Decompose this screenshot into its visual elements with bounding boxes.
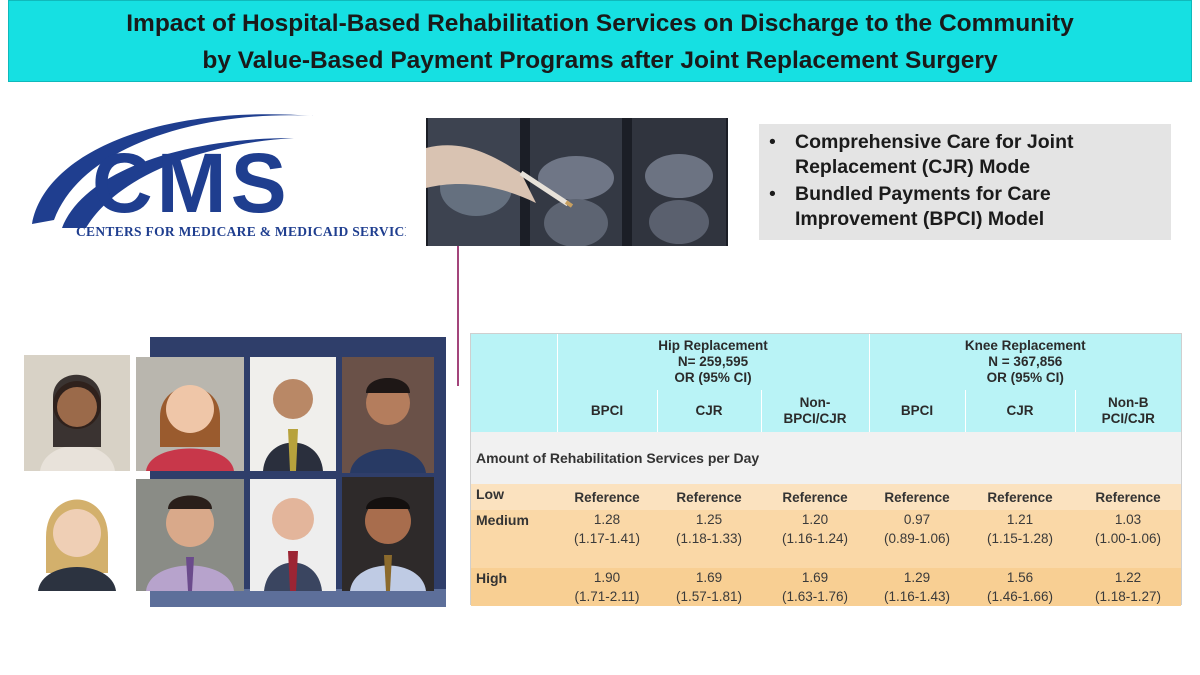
table-cell: 1.03 (1.00-1.06) — [1075, 510, 1181, 568]
confidence-interval: (1.46-1.66) — [986, 589, 1054, 604]
logo-swoosh-outer — [32, 114, 314, 224]
list-item: • Comprehensive Care for Joint Replaceme… — [769, 130, 1161, 180]
odds-ratio: 1.03 — [1114, 512, 1142, 527]
table-cell: 1.21 (1.15-1.28) — [965, 510, 1075, 568]
odds-ratio: 1.25 — [695, 512, 723, 527]
row-label-medium: Medium — [476, 512, 529, 528]
confidence-interval: (1.71-2.11) — [574, 589, 640, 604]
group-n: N = 367,856 — [988, 354, 1063, 369]
table-cell: 1.56 (1.46-1.66) — [965, 568, 1075, 606]
logo-swoosh-inner — [62, 138, 294, 228]
column-header: CJR — [964, 390, 1075, 432]
researcher-photo-3 — [250, 357, 336, 471]
table-cell: 1.90 (1.71-2.11) — [557, 568, 657, 606]
title-line-2: by Value-Based Payment Programs after Jo… — [202, 47, 998, 74]
table-cell: 1.22 (1.18-1.27) — [1075, 568, 1181, 606]
odds-ratio: 1.22 — [1114, 570, 1142, 585]
section-label: Amount of Rehabilitation Services per Da… — [471, 432, 1182, 484]
row-label-high: High — [476, 570, 508, 586]
table-cell: Reference — [987, 489, 1053, 505]
column-header: BPCI — [868, 390, 965, 432]
odds-ratio: 0.97 — [903, 512, 931, 527]
bullet-text-bpci: Bundled Payments for Care Improvement (B… — [795, 183, 1051, 230]
header-corner — [471, 334, 557, 390]
odds-ratio: 1.21 — [1006, 512, 1034, 527]
knee-mri-image — [426, 118, 728, 246]
confidence-interval: (1.17-1.41) — [573, 531, 641, 546]
table-cell: 1.69 (1.63-1.76) — [761, 568, 869, 606]
table-cell: 1.28 (1.17-1.41) — [557, 510, 657, 568]
connector-line — [457, 246, 459, 386]
header-corner — [471, 390, 557, 432]
researcher-photo-7 — [250, 479, 336, 591]
confidence-interval: (0.89-1.06) — [883, 531, 951, 546]
confidence-interval: (1.57-1.81) — [675, 589, 743, 604]
column-header: BPCI — [556, 390, 657, 432]
group-header-hip: Hip Replacement N= 259,595 OR (95% CI) — [556, 334, 869, 390]
cms-logo: CMS CENTERS FOR MEDICARE & MEDICAID SERV… — [32, 114, 406, 239]
researcher-photo-8 — [342, 477, 434, 591]
table-column-header-row: BPCI CJR Non- BPCI/CJR BPCI CJR Non-B PC… — [471, 390, 1182, 432]
confidence-interval: (1.00-1.06) — [1094, 531, 1162, 546]
confidence-interval: (1.16-1.43) — [883, 589, 951, 604]
odds-ratio: 1.90 — [593, 570, 621, 585]
table-cell: Reference — [782, 489, 848, 505]
group-name: Hip Replacement — [658, 338, 768, 353]
confidence-interval: (1.18-1.27) — [1094, 589, 1162, 604]
title-banner: Impact of Hospital-Based Rehabilitation … — [8, 0, 1192, 82]
list-item: • Bundled Payments for Care Improvement … — [769, 182, 1161, 232]
section-row: Amount of Rehabilitation Services per Da… — [471, 432, 1182, 484]
table-cell: 1.69 (1.57-1.81) — [657, 568, 761, 606]
table-cell: Reference — [1095, 489, 1161, 505]
researcher-photo-5 — [24, 479, 130, 591]
table-cell: Reference — [884, 489, 950, 505]
results-table: Hip Replacement N= 259,595 OR (95% CI) K… — [470, 333, 1182, 606]
bullet-icon: • — [769, 131, 776, 153]
column-header: Non- BPCI/CJR — [760, 390, 869, 432]
bullet-icon: • — [769, 183, 776, 205]
group-stat: OR (95% CI) — [986, 370, 1064, 385]
confidence-interval: (1.15-1.28) — [986, 531, 1054, 546]
column-header: Non-B PCI/CJR — [1074, 390, 1182, 432]
group-name: Knee Replacement — [964, 338, 1086, 353]
table-group-header-row: Hip Replacement N= 259,595 OR (95% CI) K… — [471, 334, 1182, 390]
table-cell: 1.29 (1.16-1.43) — [869, 568, 965, 606]
table-cell: 1.20 (1.16-1.24) — [761, 510, 869, 568]
odds-ratio: 1.20 — [801, 512, 829, 527]
group-stat: OR (95% CI) — [674, 370, 752, 385]
table-cell: 0.97 (0.89-1.06) — [869, 510, 965, 568]
researcher-photo-4 — [342, 357, 434, 473]
title-line-1: Impact of Hospital-Based Rehabilitation … — [126, 10, 1074, 37]
logo-wordmark: CMS — [92, 136, 291, 230]
column-header: CJR — [656, 390, 761, 432]
table-cell: Reference — [676, 489, 742, 505]
odds-ratio: 1.28 — [593, 512, 621, 527]
bullet-text-cjr: Comprehensive Care for Joint Replacement… — [795, 131, 1074, 178]
table-cell: Reference — [574, 489, 640, 505]
confidence-interval: (1.16-1.24) — [781, 531, 849, 546]
odds-ratio: 1.69 — [801, 570, 829, 585]
odds-ratio: 1.69 — [695, 570, 723, 585]
table-row: Medium 1.28 (1.17-1.41) 1.25 (1.18-1.33) 1… — [471, 510, 1182, 568]
table-cell: 1.25 (1.18-1.33) — [657, 510, 761, 568]
researcher-photos — [24, 337, 446, 607]
odds-ratio: 1.29 — [903, 570, 931, 585]
table-row: Low Reference Reference Reference Refere… — [471, 484, 1182, 510]
confidence-interval: (1.63-1.76) — [781, 589, 849, 604]
researcher-photo-6 — [136, 479, 244, 591]
payment-models-list: • Comprehensive Care for Joint Replaceme… — [759, 124, 1171, 240]
group-n: N= 259,595 — [677, 354, 749, 369]
logo-subtitle: CENTERS FOR MEDICARE & MEDICAID SERVICES — [76, 224, 406, 239]
researcher-photo-1 — [24, 355, 130, 471]
table-row: High 1.90 (1.71-2.11) 1.69 (1.57-1.81) 1.6… — [471, 568, 1182, 606]
researcher-photo-2 — [136, 357, 244, 471]
odds-ratio: 1.56 — [1006, 570, 1034, 585]
confidence-interval: (1.18-1.33) — [675, 531, 743, 546]
group-header-knee: Knee Replacement N = 367,856 OR (95% CI) — [868, 334, 1182, 390]
row-label-low: Low — [476, 486, 504, 502]
